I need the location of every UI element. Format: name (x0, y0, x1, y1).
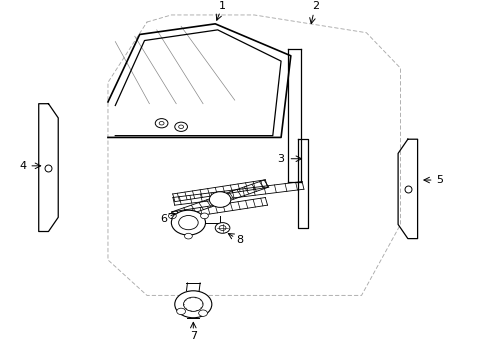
Circle shape (209, 192, 230, 207)
Circle shape (159, 121, 163, 125)
Text: 6: 6 (160, 214, 167, 224)
Circle shape (174, 291, 211, 318)
Circle shape (155, 118, 167, 128)
Circle shape (174, 122, 187, 131)
Circle shape (176, 308, 185, 315)
Text: 7: 7 (189, 331, 197, 341)
Circle shape (183, 297, 203, 311)
Circle shape (171, 210, 205, 235)
Text: 1: 1 (219, 1, 225, 11)
Circle shape (219, 225, 225, 230)
Circle shape (178, 216, 198, 230)
Circle shape (198, 310, 207, 316)
Text: 3: 3 (277, 154, 284, 164)
Circle shape (200, 213, 208, 219)
Text: 2: 2 (311, 1, 318, 11)
Circle shape (168, 213, 176, 219)
Circle shape (184, 233, 192, 239)
Text: 4: 4 (19, 161, 26, 171)
Circle shape (215, 222, 229, 233)
Text: 8: 8 (236, 235, 243, 246)
Circle shape (178, 125, 183, 129)
Text: 5: 5 (435, 175, 442, 185)
